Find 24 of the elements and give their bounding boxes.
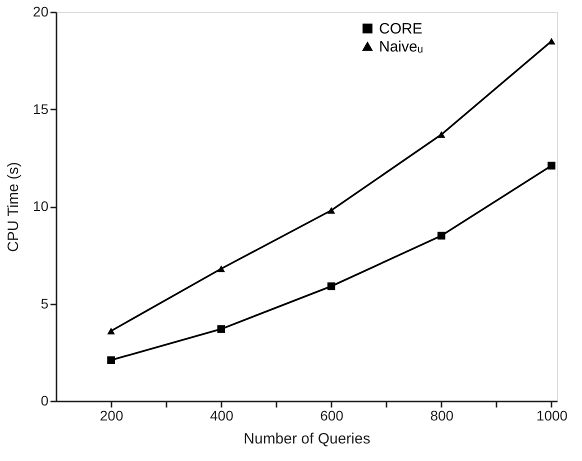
point: [438, 232, 446, 240]
x-axis-title: Number of Queries: [244, 430, 370, 448]
legend-label: CORE: [379, 20, 422, 38]
point: [438, 131, 446, 138]
y-tick-label: 15: [32, 100, 49, 117]
point: [548, 38, 556, 45]
y-tick-label: 10: [32, 198, 49, 214]
x-tick-label: 800: [430, 408, 454, 424]
point: [548, 162, 556, 170]
point: [217, 325, 226, 333]
y-axis-title: CPU Time (s): [4, 162, 22, 252]
y-tick-label: 5: [40, 295, 49, 312]
point: [107, 356, 115, 364]
x-tick-label: 1000: [536, 408, 568, 424]
point: [327, 282, 336, 290]
x-tick-label: 200: [100, 408, 124, 424]
x-tick-label: 400: [210, 408, 234, 424]
y-tick-label: 0: [40, 392, 49, 408]
y-tick-label: 20: [32, 4, 49, 20]
point: [327, 207, 336, 214]
legend-label: Naiveᵤ: [379, 38, 424, 56]
point: [217, 265, 226, 272]
x-tick-label: 600: [320, 408, 344, 424]
point: [107, 328, 115, 334]
